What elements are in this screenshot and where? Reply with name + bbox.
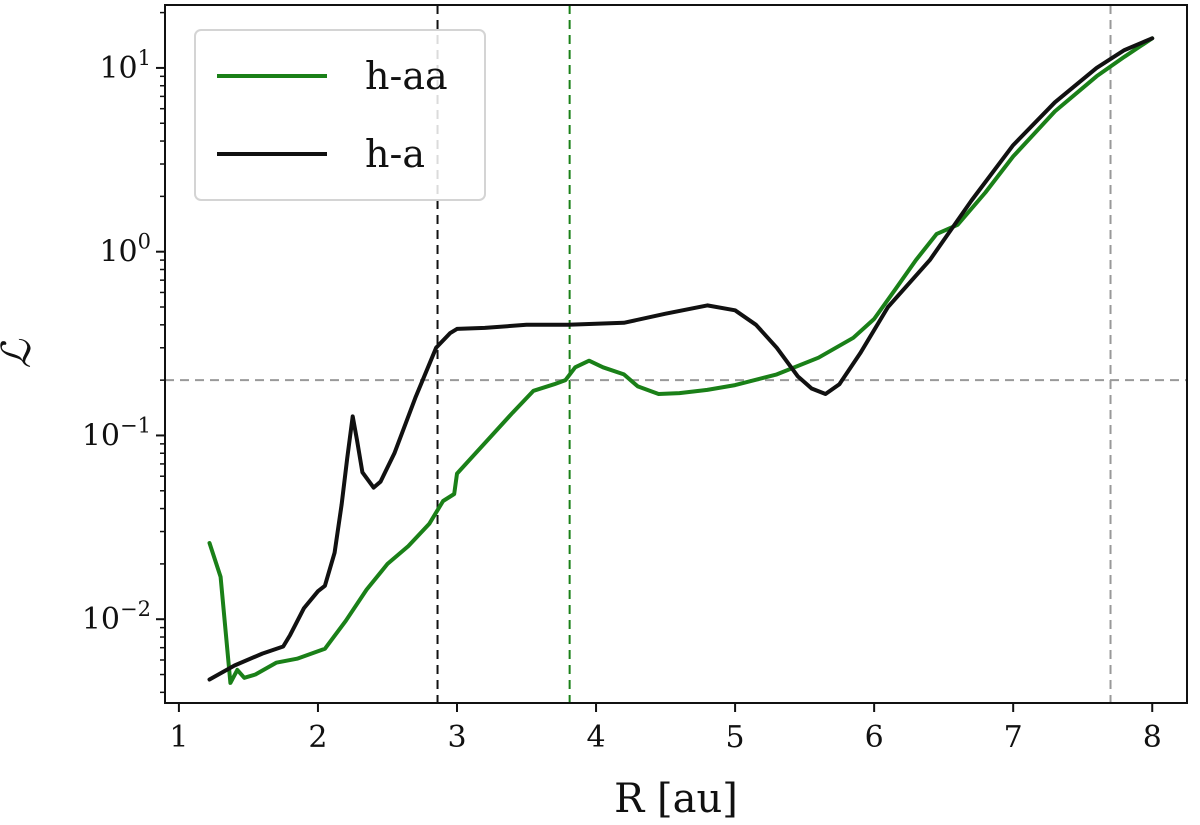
legend-label: h-aa: [365, 54, 448, 98]
y-axis-label: ℒ: [0, 338, 40, 368]
y-tick-label: 10−1: [82, 413, 151, 453]
series-lines: [207, 36, 1155, 685]
x-axis: 1 2 3 4 5 6 7 8: [169, 703, 1162, 755]
x-tick-label: 1: [169, 720, 188, 755]
legend-box: [194, 29, 486, 201]
y-axis: 10−2 10−1 100 101: [82, 11, 165, 694]
x-tick-label: 4: [587, 720, 606, 755]
legend-label: h-a: [365, 132, 425, 176]
reference-lines: [165, 5, 1187, 703]
y-tick-label: 100: [99, 230, 151, 270]
y-tick-label: 10−2: [82, 597, 151, 637]
x-axis-label: R [au]: [614, 776, 738, 822]
series-line-h-a: [207, 36, 1155, 682]
y-tick-label: 101: [99, 46, 151, 86]
legend: h-aa h-a: [194, 29, 486, 201]
plot-frame: [164, 4, 1188, 704]
series-line-h-aa: [207, 36, 1155, 685]
x-tick-label: 3: [447, 720, 466, 755]
x-tick-label: 8: [1143, 720, 1162, 755]
x-tick-label: 7: [1004, 720, 1023, 755]
x-tick-label: 5: [726, 720, 745, 755]
x-tick-label: 6: [865, 720, 884, 755]
x-tick-label: 2: [308, 720, 327, 755]
